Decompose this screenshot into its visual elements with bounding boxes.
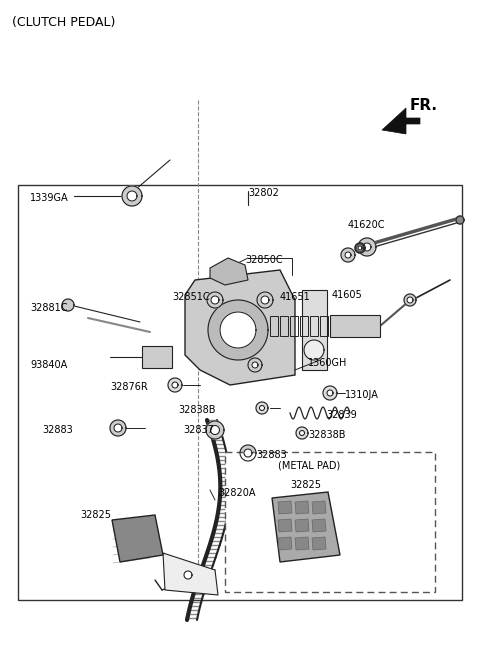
Text: 32802: 32802 — [248, 188, 279, 198]
Polygon shape — [211, 296, 219, 304]
Polygon shape — [295, 537, 309, 550]
Text: FR.: FR. — [410, 98, 438, 113]
Text: 41620C: 41620C — [348, 220, 385, 230]
Bar — [290, 316, 298, 336]
Text: 32876R: 32876R — [110, 382, 148, 392]
Polygon shape — [240, 445, 256, 461]
Text: 32883: 32883 — [42, 425, 73, 435]
Polygon shape — [278, 519, 292, 532]
Polygon shape — [404, 294, 416, 306]
Polygon shape — [363, 243, 371, 251]
Polygon shape — [206, 421, 224, 439]
Polygon shape — [185, 270, 295, 385]
Polygon shape — [112, 515, 163, 562]
Polygon shape — [122, 186, 142, 206]
Polygon shape — [295, 519, 309, 532]
Polygon shape — [341, 248, 355, 262]
Polygon shape — [163, 553, 218, 595]
Polygon shape — [62, 299, 74, 311]
Text: 1339GA: 1339GA — [30, 193, 69, 203]
Polygon shape — [261, 296, 269, 304]
Polygon shape — [210, 258, 248, 285]
FancyBboxPatch shape — [225, 452, 435, 592]
Polygon shape — [355, 243, 365, 253]
Polygon shape — [358, 246, 362, 250]
Polygon shape — [260, 405, 264, 411]
Polygon shape — [382, 108, 420, 134]
Polygon shape — [184, 571, 192, 579]
Polygon shape — [220, 312, 256, 348]
Polygon shape — [110, 420, 126, 436]
Bar — [142, 346, 172, 368]
Polygon shape — [114, 424, 122, 432]
Text: 1360GH: 1360GH — [308, 358, 348, 368]
Polygon shape — [248, 358, 262, 372]
Text: 32825: 32825 — [290, 480, 321, 490]
Polygon shape — [278, 501, 292, 514]
Polygon shape — [327, 390, 333, 396]
Polygon shape — [407, 297, 413, 303]
Polygon shape — [345, 252, 351, 258]
Text: 32881C: 32881C — [30, 303, 68, 313]
Polygon shape — [456, 216, 464, 224]
Text: 41605: 41605 — [332, 290, 363, 300]
Bar — [302, 290, 327, 370]
Polygon shape — [323, 386, 337, 400]
Bar — [320, 316, 328, 336]
Polygon shape — [304, 340, 324, 360]
Polygon shape — [272, 492, 340, 562]
Text: 41651: 41651 — [280, 292, 311, 302]
Bar — [18, 185, 462, 600]
Text: (CLUTCH PEDAL): (CLUTCH PEDAL) — [12, 16, 115, 29]
Polygon shape — [312, 501, 326, 514]
Text: 93840A: 93840A — [30, 360, 67, 370]
Polygon shape — [257, 292, 273, 308]
Bar — [270, 316, 278, 336]
Polygon shape — [296, 427, 308, 439]
Polygon shape — [208, 300, 268, 360]
Text: 32839: 32839 — [326, 410, 357, 420]
Text: 32883: 32883 — [256, 450, 287, 460]
Polygon shape — [244, 449, 252, 457]
Text: 32837: 32837 — [183, 425, 214, 435]
Text: 1310JA: 1310JA — [345, 390, 379, 400]
Bar — [300, 316, 308, 336]
Polygon shape — [312, 537, 326, 550]
Polygon shape — [207, 292, 223, 308]
Polygon shape — [300, 430, 304, 436]
Polygon shape — [295, 501, 309, 514]
Bar — [330, 315, 380, 337]
Text: 32838B: 32838B — [308, 430, 346, 440]
Polygon shape — [252, 362, 258, 368]
Polygon shape — [312, 519, 326, 532]
Polygon shape — [172, 382, 178, 388]
Text: 32838B: 32838B — [178, 405, 216, 415]
Bar — [280, 316, 288, 336]
Polygon shape — [256, 402, 268, 414]
Bar — [310, 316, 318, 336]
Polygon shape — [211, 426, 219, 434]
Polygon shape — [358, 238, 376, 256]
Text: 32850C: 32850C — [245, 255, 283, 265]
Polygon shape — [278, 537, 292, 550]
Polygon shape — [127, 191, 137, 201]
Text: 32851C: 32851C — [172, 292, 210, 302]
Text: 32825: 32825 — [80, 510, 111, 520]
Text: (METAL PAD): (METAL PAD) — [278, 460, 340, 470]
Polygon shape — [168, 378, 182, 392]
Text: 32820A: 32820A — [218, 488, 255, 498]
